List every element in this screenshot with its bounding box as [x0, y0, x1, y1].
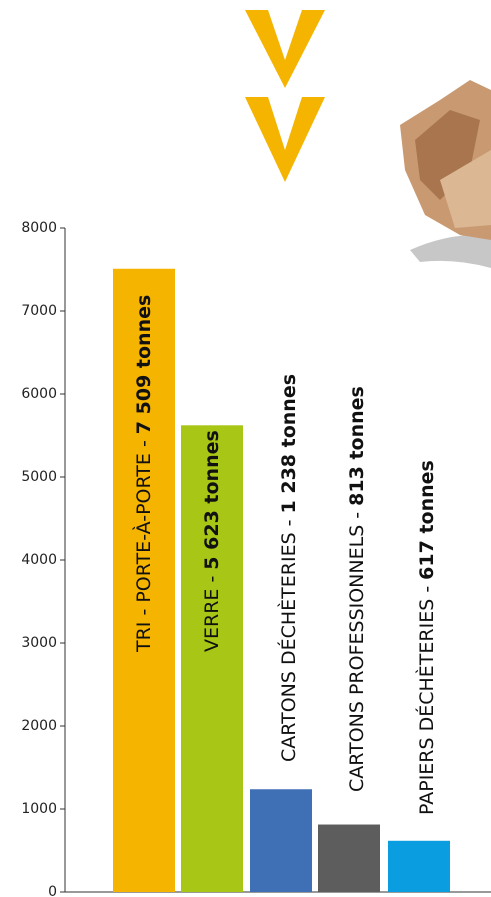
bar-label: PAPIERS DÉCHÈTERIES - 617 tonnes [415, 460, 438, 815]
y-tick-label: 1000 [21, 801, 57, 817]
y-tick-label: 3000 [21, 635, 57, 651]
y-tick-label: 8000 [21, 220, 57, 236]
bar-label: CARTONS PROFESSIONNELS - 813 tonnes [346, 386, 368, 792]
bar [318, 824, 380, 892]
category-label: TRI - PORTE-À-PORTE - [132, 440, 155, 653]
y-tick-label: 5000 [21, 469, 57, 485]
bar-label: VERRE - 5 623 tonnes [201, 430, 223, 652]
y-tick-label: 4000 [21, 552, 57, 568]
y-tick-label: 6000 [21, 386, 57, 402]
bar-label: CARTONS DÉCHÈTERIES - 1 238 tonnes [277, 374, 300, 762]
cardboard-illustration [400, 80, 491, 268]
logo-chevron [245, 10, 325, 88]
category-label: CARTONS DÉCHÈTERIES - [277, 519, 300, 762]
y-tick-label: 7000 [21, 303, 57, 319]
value-label: 617 tonnes [416, 460, 438, 580]
bar [113, 268, 175, 892]
y-tick-label: 0 [48, 884, 57, 897]
value-label: 5 623 tonnes [201, 430, 223, 570]
value-label: 1 238 tonnes [278, 374, 300, 514]
category-label: VERRE - [201, 576, 223, 652]
bar [250, 789, 312, 892]
bar [181, 425, 243, 892]
category-label: CARTONS PROFESSIONNELS - [346, 512, 368, 792]
category-label: PAPIERS DÉCHÈTERIES - [415, 586, 438, 815]
y-tick-label: 2000 [21, 718, 57, 734]
value-label: 813 tonnes [346, 386, 368, 506]
bar [388, 840, 450, 892]
value-label: 7 509 tonnes [133, 295, 155, 435]
bar-label: TRI - PORTE-À-PORTE - 7 509 tonnes [132, 295, 155, 653]
logo [245, 10, 325, 182]
logo-chevron [245, 97, 325, 182]
